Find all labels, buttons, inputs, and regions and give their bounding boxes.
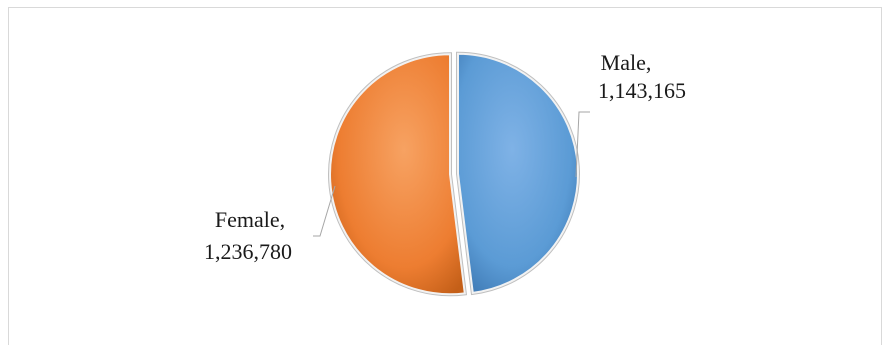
pie-slices: [328, 51, 580, 297]
pie-slice-female: [329, 53, 466, 296]
label-female-name: Female,: [215, 207, 285, 232]
label-female-value: 1,236,780: [204, 239, 292, 264]
data-labels: Male, 1,143,165 Female, 1,236,780: [204, 50, 686, 264]
pie-slice-male: [456, 52, 579, 294]
leader-line-male: [575, 111, 590, 178]
label-male-value: 1,143,165: [598, 78, 686, 103]
leader-line-female: [313, 185, 336, 237]
label-male-name: Male,: [601, 50, 652, 75]
